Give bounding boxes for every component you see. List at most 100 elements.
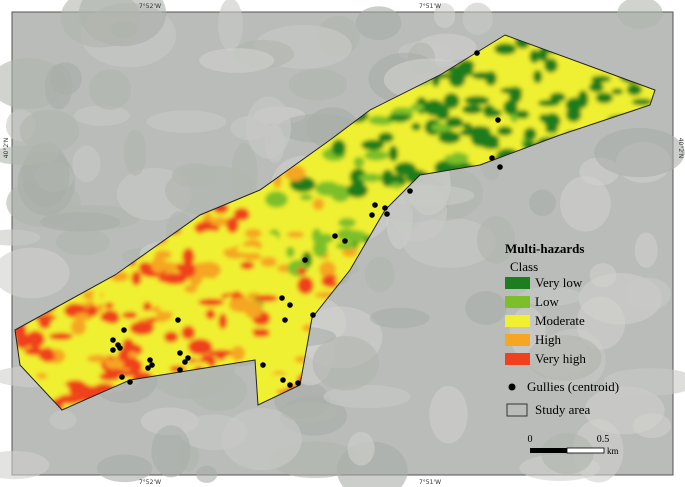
legend-swatch	[505, 296, 530, 308]
raster-patch	[179, 262, 196, 278]
terrain-patch	[0, 450, 50, 480]
terrain-patch	[39, 212, 121, 232]
raster-patch	[508, 86, 522, 104]
legend-swatch	[505, 353, 530, 365]
legend-label: Very high	[535, 351, 586, 366]
raster-patch	[65, 380, 86, 389]
raster-patch	[255, 294, 278, 302]
terrain-patch	[465, 290, 507, 325]
coord-label: 7°51'W	[419, 3, 441, 10]
raster-patch	[475, 133, 500, 147]
raster-patch	[377, 132, 394, 143]
raster-patch	[297, 267, 307, 276]
raster-patch	[565, 107, 582, 123]
raster-patch	[390, 182, 402, 190]
coord-label: 7°52'W	[139, 3, 161, 10]
legend-title: Multi-hazards	[505, 241, 584, 256]
raster-patch	[231, 273, 253, 291]
terrain-patch	[364, 256, 395, 293]
gully-point	[185, 355, 191, 361]
gully-point	[280, 377, 286, 383]
raster-patch	[182, 247, 195, 266]
coord-label: 7°51'W	[419, 479, 441, 486]
raster-patch	[266, 374, 292, 391]
legend-study-area: Study area	[535, 402, 590, 417]
terrain-patch	[634, 232, 658, 268]
gully-point	[119, 374, 125, 380]
raster-patch	[368, 115, 389, 125]
gully-point	[369, 212, 375, 218]
gully-point	[182, 359, 188, 365]
gully-points	[110, 50, 503, 388]
scale-unit: km	[607, 446, 619, 456]
terrain-patch	[49, 410, 77, 430]
terrain-patch	[617, 0, 663, 29]
raster-patch	[233, 207, 250, 221]
raster-patch	[588, 84, 604, 92]
raster-patch	[549, 92, 566, 102]
gully-point	[175, 317, 181, 323]
raster-patch	[48, 332, 73, 341]
raster-patch	[342, 230, 368, 243]
raster-patch	[70, 319, 87, 336]
raster-patch	[346, 182, 368, 198]
raster-patch	[24, 347, 46, 356]
terrain-patch	[218, 0, 243, 52]
raster-patch	[443, 148, 454, 156]
raster-patch	[208, 349, 234, 357]
terrain-patch	[603, 368, 685, 396]
terrain-patch	[56, 228, 110, 256]
raster-patch	[539, 113, 549, 123]
raster-patch	[319, 260, 336, 279]
raster-patch	[331, 139, 346, 156]
gully-point	[332, 233, 338, 239]
raster-patch	[462, 122, 472, 129]
raster-patch	[286, 231, 305, 238]
raster-patch	[126, 351, 138, 358]
gully-point	[279, 295, 285, 301]
terrain-patch	[96, 454, 153, 483]
raster-patch	[312, 239, 328, 258]
raster-patch	[361, 139, 385, 151]
raster-patch	[104, 302, 114, 309]
gully-point	[342, 238, 348, 244]
raster-patch	[461, 104, 483, 115]
terrain-patch	[462, 2, 493, 35]
raster-patch	[198, 315, 223, 331]
raster-patch	[321, 274, 341, 288]
raster-patch	[335, 241, 356, 250]
raster-patch	[57, 394, 83, 405]
terrain-patch	[369, 307, 430, 329]
legend-swatch	[505, 334, 530, 346]
scale-bar-segment	[530, 448, 567, 453]
terrain-patch	[0, 229, 41, 246]
raster-patch	[364, 150, 389, 161]
raster-patch	[244, 228, 262, 239]
raster-patch	[270, 334, 283, 352]
terrain-patch	[526, 335, 602, 381]
raster-patch	[545, 60, 557, 68]
raster-patch	[468, 125, 491, 135]
gully-point	[127, 379, 133, 385]
raster-patch	[529, 49, 540, 64]
raster-patch	[154, 250, 172, 260]
terrain-patch	[594, 127, 685, 178]
raster-patch	[86, 305, 98, 317]
gully-point	[495, 117, 501, 123]
raster-patch	[166, 345, 184, 352]
raster-patch	[545, 125, 559, 134]
terrain-patch	[576, 296, 626, 350]
raster-patch	[218, 313, 228, 330]
study-area-outline	[14, 34, 656, 411]
legend-swatch	[505, 315, 530, 327]
gully-point	[110, 337, 116, 343]
raster-patch	[218, 231, 237, 249]
terrain-patch	[123, 129, 147, 176]
raster-patch	[494, 43, 517, 55]
legend-swatch	[505, 277, 530, 289]
gully-point	[145, 365, 151, 371]
raster-patch	[187, 338, 213, 356]
raster-patch	[25, 330, 45, 348]
gully-point	[497, 164, 503, 170]
raster-patch	[86, 354, 109, 363]
